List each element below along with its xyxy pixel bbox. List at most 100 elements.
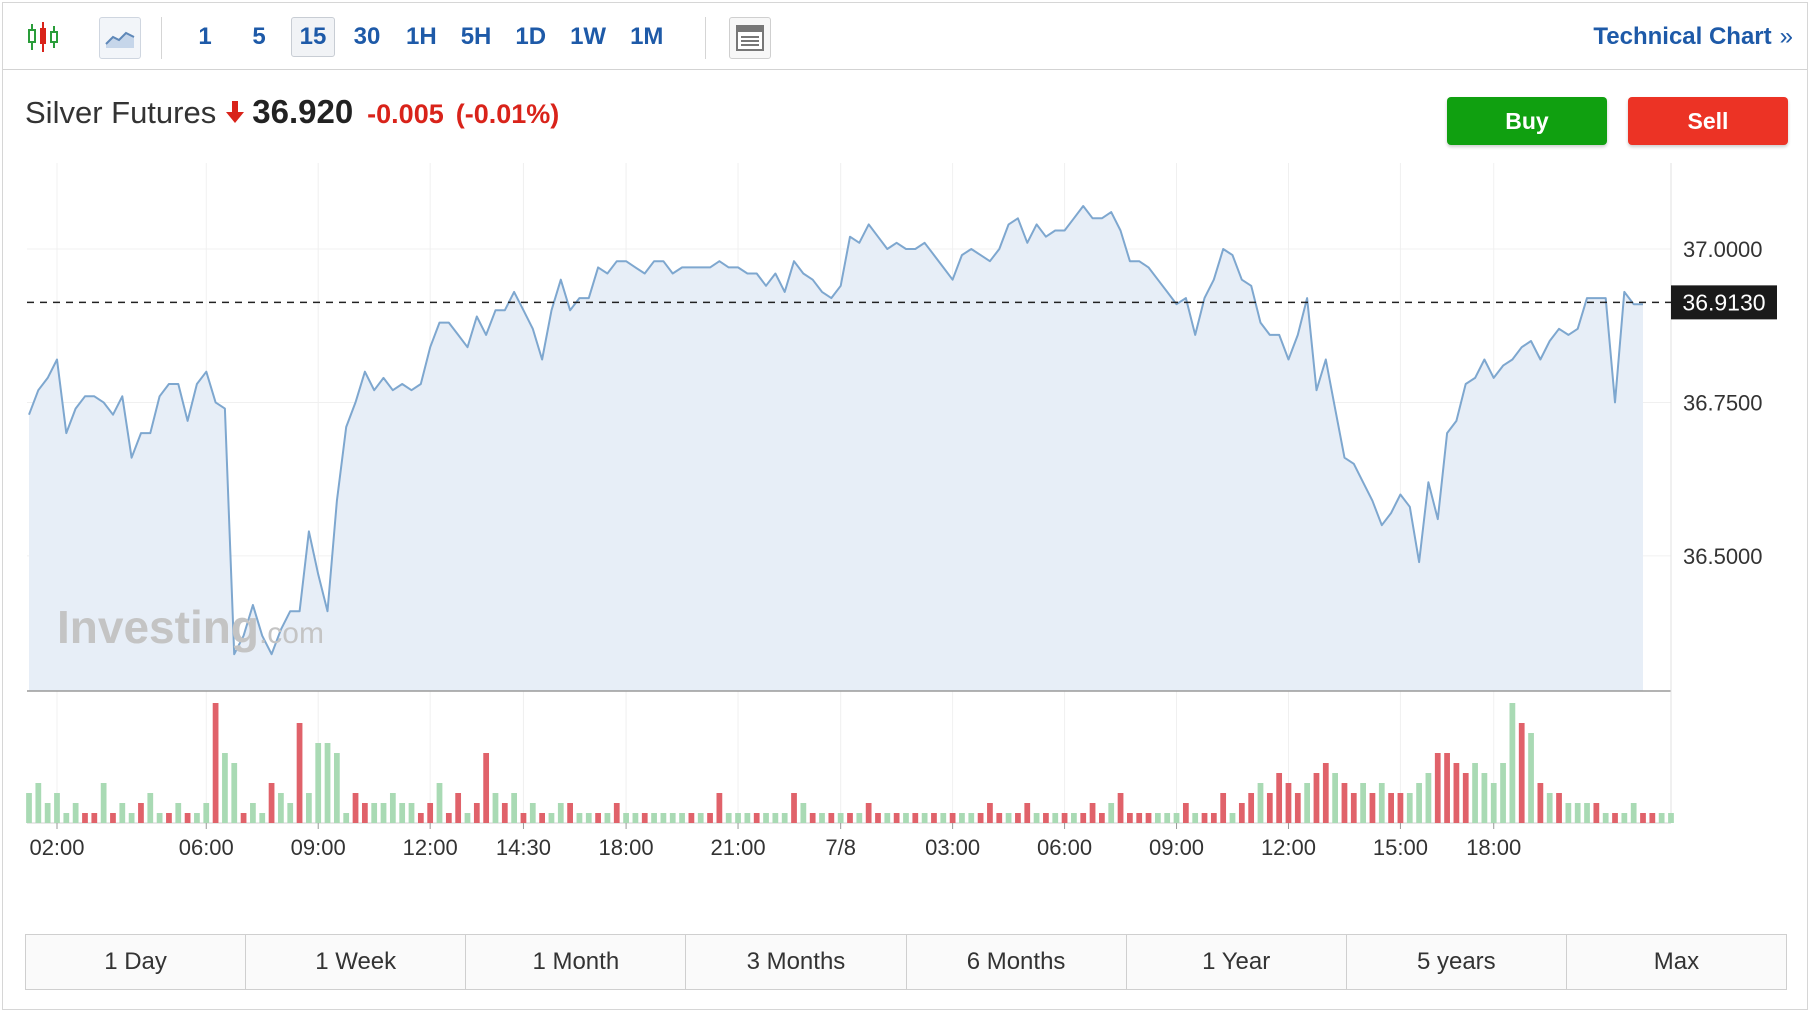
x-tick-label: 02:00 xyxy=(29,835,84,860)
volume-bar xyxy=(436,783,443,823)
volume-bar xyxy=(1378,783,1385,823)
area-chart-icon[interactable] xyxy=(99,17,141,59)
interval-1[interactable]: 1 xyxy=(198,23,212,50)
price-chart[interactable]: Investing.com 36.9130 37.0000 36.7500 36.500… xyxy=(3,3,1807,1009)
volume-bar xyxy=(1220,793,1227,823)
volume-bar xyxy=(763,813,769,823)
current-price-label: 36.9130 xyxy=(1682,289,1765,315)
volume-bar xyxy=(119,803,126,823)
volume-bar xyxy=(203,803,210,823)
volume-bar xyxy=(1556,793,1562,823)
volume-bar xyxy=(1509,703,1516,823)
volume-bar xyxy=(445,813,452,823)
interval-5[interactable]: 5 xyxy=(252,23,266,50)
volume-bar xyxy=(1322,763,1329,823)
volume-bar xyxy=(539,813,545,823)
volume-bar xyxy=(1276,773,1283,823)
volume-bar xyxy=(1565,803,1572,823)
volume-bar xyxy=(931,813,937,823)
volume-bar xyxy=(333,753,340,823)
interval-1d[interactable]: 1D xyxy=(515,23,547,50)
volume-bar xyxy=(753,813,760,823)
interval-5h[interactable]: 5H xyxy=(460,23,492,50)
volume-bar xyxy=(72,803,79,823)
volume-bar xyxy=(175,803,182,823)
layout-icon[interactable] xyxy=(729,17,771,59)
volume-bar xyxy=(735,813,741,823)
volume-bar xyxy=(1238,803,1245,823)
y-tick-label: 37.0000 xyxy=(1683,237,1763,262)
volume-bar xyxy=(1304,783,1311,823)
investing-watermark: Investing.com xyxy=(57,601,324,653)
volume-bar xyxy=(408,803,415,823)
volume-bar xyxy=(1360,783,1366,823)
interval-1m[interactable]: 1M xyxy=(630,23,664,50)
volume-bar xyxy=(1574,803,1581,823)
volume-bar xyxy=(296,723,303,823)
interval-15[interactable]: 15 xyxy=(291,17,335,57)
interval-selector: 1 5 15 30 1H 5H 1D 1W 1M xyxy=(183,17,680,59)
volume-bar xyxy=(1630,803,1637,823)
volume-bar xyxy=(128,813,135,823)
volume-bar xyxy=(1518,723,1525,823)
volume-bar xyxy=(772,813,779,823)
interval-30[interactable]: 30 xyxy=(353,23,381,50)
volume-bar xyxy=(884,813,891,823)
range-1-day[interactable]: 1 Day xyxy=(26,935,247,989)
volume-bar xyxy=(138,803,144,823)
volume-bar xyxy=(1080,813,1087,823)
current-price-tag xyxy=(1671,285,1777,320)
volume-bar xyxy=(315,743,322,823)
volume-bar xyxy=(1528,733,1534,823)
volume-bar xyxy=(166,813,172,823)
volume-bar xyxy=(63,813,70,823)
range-5-years[interactable]: 5 years xyxy=(1346,935,1567,989)
price-area xyxy=(29,206,1643,691)
x-tick-label: 06:00 xyxy=(179,835,234,860)
volume-bar xyxy=(1369,793,1376,823)
volume-bar xyxy=(278,793,284,823)
volume-bar xyxy=(847,813,853,823)
volume-bar xyxy=(100,783,107,823)
range-max[interactable]: Max xyxy=(1566,935,1786,989)
volume-bar xyxy=(306,793,312,823)
volume-bar xyxy=(1313,773,1320,823)
volume-bar xyxy=(54,793,60,823)
volume-bar xyxy=(1052,813,1059,823)
double-chevron-right-icon: » xyxy=(1779,23,1793,50)
volume-bar xyxy=(44,803,51,823)
volume-bar xyxy=(26,793,32,823)
range-3-months[interactable]: 3 Months xyxy=(686,935,907,989)
volume-bar xyxy=(1117,793,1124,823)
volume-bar xyxy=(1397,793,1404,823)
toolbar-divider xyxy=(705,17,706,59)
volume-bar xyxy=(632,813,639,823)
volume-bar xyxy=(791,793,797,823)
volume-bar xyxy=(781,813,788,823)
range-6-months[interactable]: 6 Months xyxy=(906,935,1127,989)
volume-bar xyxy=(380,803,387,823)
volume-bar xyxy=(1658,813,1665,823)
volume-bar xyxy=(557,803,564,823)
interval-1h[interactable]: 1H xyxy=(406,23,437,50)
volume-bar xyxy=(567,803,573,823)
volume-bar xyxy=(147,793,154,823)
volume-bar xyxy=(968,813,975,823)
candlestick-icon[interactable] xyxy=(23,17,63,57)
sell-button[interactable]: Sell xyxy=(1628,97,1788,145)
volume-bar xyxy=(1294,793,1301,823)
range-1-year[interactable]: 1 Year xyxy=(1126,935,1347,989)
volume-bar xyxy=(660,813,667,823)
interval-1w[interactable]: 1W xyxy=(570,23,607,50)
range-1-week[interactable]: 1 Week xyxy=(246,935,467,989)
volume-bar xyxy=(1537,783,1544,823)
y-tick-label: 36.7500 xyxy=(1683,390,1763,415)
volume-bar xyxy=(231,763,238,823)
range-1-month[interactable]: 1 Month xyxy=(466,935,687,989)
volume-bar xyxy=(809,813,816,823)
technical-chart-link[interactable]: Technical Chart » xyxy=(1593,23,1793,51)
volume-bar xyxy=(483,753,490,823)
buy-button[interactable]: Buy xyxy=(1447,97,1607,145)
volume-bar xyxy=(819,813,825,823)
